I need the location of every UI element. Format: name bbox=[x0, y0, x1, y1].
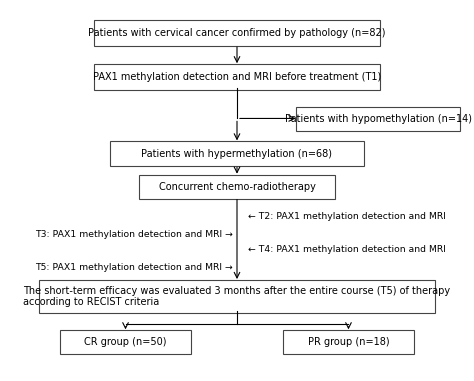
FancyBboxPatch shape bbox=[283, 330, 414, 354]
Text: PR group (n=18): PR group (n=18) bbox=[308, 337, 389, 347]
FancyBboxPatch shape bbox=[296, 107, 460, 131]
Text: Concurrent chemo-radiotherapy: Concurrent chemo-radiotherapy bbox=[159, 182, 315, 192]
FancyBboxPatch shape bbox=[39, 280, 435, 313]
FancyBboxPatch shape bbox=[94, 21, 380, 46]
Text: ← T2: PAX1 methylation detection and MRI: ← T2: PAX1 methylation detection and MRI bbox=[248, 211, 446, 221]
FancyBboxPatch shape bbox=[109, 141, 365, 166]
Text: PAX1 methylation detection and MRI before treatment (T1): PAX1 methylation detection and MRI befor… bbox=[93, 72, 381, 82]
Text: T5: PAX1 methylation detection and MRI →: T5: PAX1 methylation detection and MRI → bbox=[35, 263, 232, 272]
Text: Patients with hypomethylation (n=14): Patients with hypomethylation (n=14) bbox=[284, 114, 472, 124]
FancyBboxPatch shape bbox=[139, 175, 335, 199]
FancyBboxPatch shape bbox=[94, 64, 380, 90]
Text: The short-term efficacy was evaluated 3 months after the entire course (T5) of t: The short-term efficacy was evaluated 3 … bbox=[23, 286, 451, 307]
FancyBboxPatch shape bbox=[60, 330, 191, 354]
Text: ← T4: PAX1 methylation detection and MRI: ← T4: PAX1 methylation detection and MRI bbox=[248, 245, 446, 253]
Text: Patients with cervical cancer confirmed by pathology (n=82): Patients with cervical cancer confirmed … bbox=[88, 28, 386, 38]
Text: T3: PAX1 methylation detection and MRI →: T3: PAX1 methylation detection and MRI → bbox=[35, 230, 232, 239]
Text: CR group (n=50): CR group (n=50) bbox=[84, 337, 167, 347]
Text: Patients with hypermethylation (n=68): Patients with hypermethylation (n=68) bbox=[142, 149, 332, 159]
